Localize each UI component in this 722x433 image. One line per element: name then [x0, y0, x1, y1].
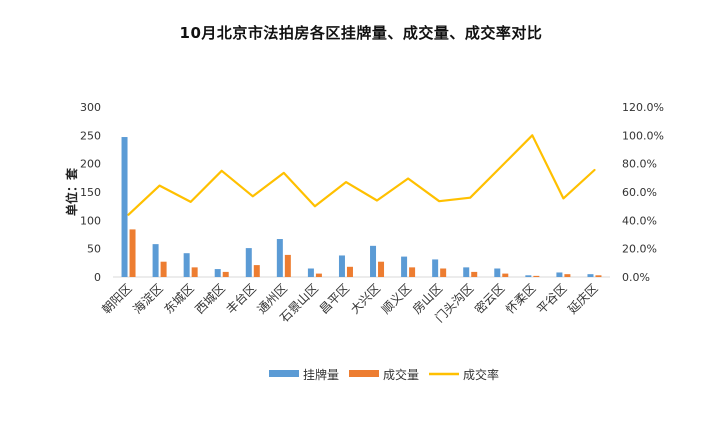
y2-tick-label: 80.0% [622, 158, 657, 171]
x-tick-label: 平谷区 [534, 281, 569, 316]
x-tick-label: 海淀区 [130, 281, 166, 317]
bar-挂牌量 [401, 256, 408, 277]
bar-挂牌量 [214, 269, 221, 277]
bar-成交量 [284, 254, 291, 277]
bar-挂牌量 [525, 275, 532, 277]
bar-挂牌量 [183, 253, 190, 277]
y-tick-label: 150 [80, 186, 101, 199]
bar-挂牌量 [245, 248, 252, 277]
chart-title: 10月北京市法拍房各区挂牌量、成交量、成交率对比 [179, 24, 543, 42]
x-tick-label: 东城区 [161, 281, 196, 316]
bar-挂牌量 [432, 259, 439, 277]
bar-成交量 [222, 271, 229, 277]
bar-挂牌量 [494, 268, 501, 277]
x-tick-label: 延庆区 [565, 281, 600, 316]
bar-挂牌量 [276, 239, 283, 277]
x-tick-label: 顺义区 [379, 281, 414, 316]
y2-tick-label: 0.0% [622, 271, 650, 284]
bar-挂牌量 [556, 272, 563, 277]
bar-挂牌量 [370, 245, 377, 277]
y2-tick-label: 40.0% [622, 214, 657, 227]
bar-成交量 [346, 266, 353, 277]
bar-挂牌量 [338, 255, 345, 277]
bar-挂牌量 [463, 267, 470, 277]
legend-label: 成交率 [463, 367, 499, 382]
bar-成交量 [409, 267, 416, 277]
y-tick-label: 250 [80, 129, 101, 142]
x-tick-label: 丰台区 [223, 281, 259, 317]
x-tick-label: 朝阳区 [99, 281, 134, 316]
x-tick-label: 昌平区 [317, 281, 352, 316]
bar-成交量 [160, 261, 167, 277]
y2-tick-label: 100.0% [622, 129, 664, 142]
bar-成交量 [471, 271, 478, 277]
bar-挂牌量 [121, 137, 128, 277]
bar-成交量 [378, 261, 385, 277]
legend-swatch [269, 370, 299, 377]
y-tick-label: 50 [87, 243, 101, 256]
bar-成交量 [253, 265, 260, 277]
bar-挂牌量 [307, 268, 314, 277]
x-tick-label: 密云区 [471, 281, 507, 317]
y-axis-label: 单位：套 [64, 167, 79, 216]
y-tick-label: 100 [80, 214, 101, 227]
bar-成交量 [564, 274, 571, 277]
y-tick-label: 300 [80, 101, 101, 114]
x-tick-label: 大兴区 [348, 281, 383, 316]
legend-label: 成交量 [383, 367, 419, 382]
x-tick-label: 西城区 [192, 281, 227, 316]
y-tick-label: 200 [80, 158, 101, 171]
bar-挂牌量 [152, 244, 159, 277]
bar-成交量 [315, 273, 322, 277]
bar-成交量 [440, 268, 447, 277]
bar-成交量 [595, 275, 602, 277]
legend-label: 挂牌量 [303, 368, 339, 382]
bar-成交量 [191, 267, 198, 277]
bar-成交量 [502, 273, 509, 277]
y2-tick-label: 20.0% [622, 243, 657, 256]
line-成交率 [127, 134, 596, 216]
x-tick-label: 怀柔区 [503, 281, 538, 316]
bar-成交量 [533, 275, 540, 277]
y2-tick-label: 120.0% [622, 101, 664, 114]
bar-成交量 [129, 229, 136, 277]
y-tick-label: 0 [94, 271, 101, 284]
bar-挂牌量 [587, 274, 594, 277]
y2-tick-label: 60.0% [622, 186, 657, 199]
legend-swatch [349, 370, 379, 377]
